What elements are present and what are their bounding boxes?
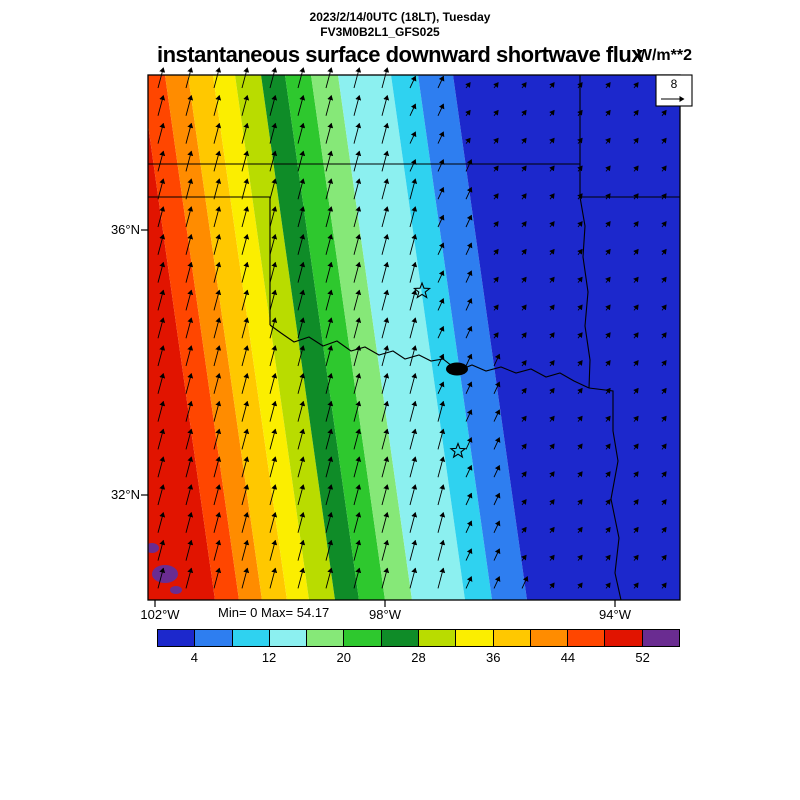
colorbar-tick-4: 4 [190, 650, 198, 665]
colorbar-tick-12: 12 [261, 650, 277, 665]
units-label: W/m**2 [636, 47, 692, 64]
colorbar-cell-12 [604, 629, 643, 647]
colorbar-cell-8 [455, 629, 494, 647]
state-borders [148, 75, 680, 600]
wind-vector-field [157, 67, 667, 589]
vector-reference-value: 8 [671, 77, 678, 91]
lon-label-94w: 94°W [599, 607, 631, 622]
lake-texoma-blob [446, 362, 468, 376]
lat-label-32n: 32°N [110, 487, 140, 502]
min-max-stats: Min= 0 Max= 54.17 [218, 605, 330, 620]
lon-label-98w: 98°W [369, 607, 401, 622]
colorbar [157, 629, 680, 647]
colorbar-cell-10 [529, 629, 569, 647]
station-markers [412, 281, 467, 459]
colorbar-cell-1 [194, 629, 233, 647]
colorbar-cell-13 [641, 629, 680, 647]
colorbar-cell-3 [268, 629, 308, 647]
colorbar-tick-28: 28 [411, 650, 426, 665]
colorbar-cell-0 [157, 629, 196, 647]
colorbar-cell-7 [417, 629, 457, 647]
colorbar-tick-52: 52 [635, 650, 650, 665]
max-flux-blobs [148, 543, 182, 594]
datetime-title: 2023/2/14/0UTC (18LT), Tuesday [309, 10, 491, 24]
colorbar-tick-36: 36 [485, 650, 501, 665]
colorbar-cell-2 [231, 629, 270, 647]
colorbar-tick-20: 20 [336, 650, 352, 665]
lon-label-102w: 102°W [140, 607, 180, 622]
lat-label-36n: 36°N [110, 222, 140, 237]
colorbar-cell-4 [306, 629, 345, 647]
vector-reference-box: 8 [655, 74, 693, 107]
colorbar-cell-6 [380, 629, 419, 647]
colorbar-cell-9 [492, 629, 531, 647]
colorbar-cell-11 [567, 629, 606, 647]
colorbar-tick-44: 44 [560, 650, 576, 665]
flux-contour-fill [148, 75, 680, 600]
axis-tick-marks [141, 229, 616, 607]
map-frame [147, 74, 681, 601]
colorbar-cell-5 [343, 629, 382, 647]
plot-title: instantaneous surface downward shortwave… [156, 42, 644, 67]
model-title: FV3M0B2L1_GFS025 [320, 25, 440, 39]
